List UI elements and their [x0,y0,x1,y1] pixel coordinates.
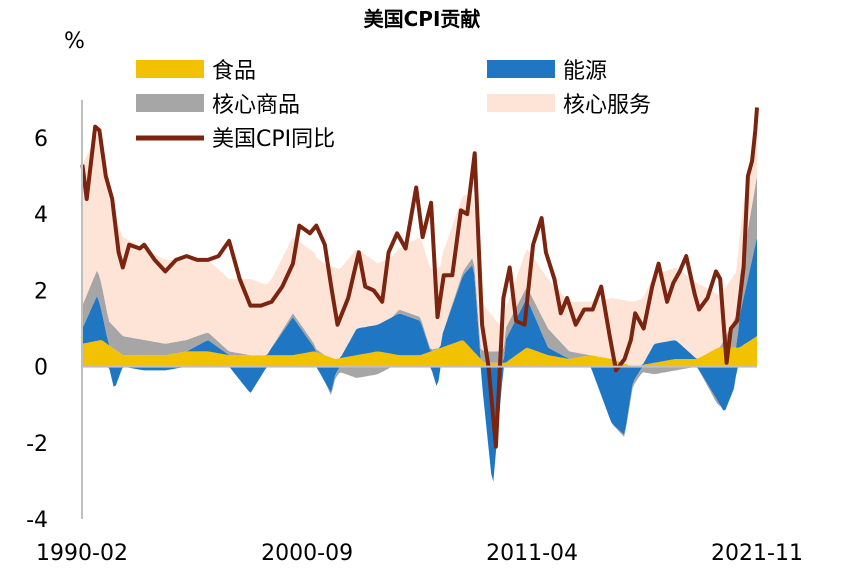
y-tick-label: -4 [26,508,48,533]
legend-label-core-services: 核心服务 [563,93,651,118]
x-tick-label: 2021-11 [711,541,803,566]
area-core_goods-pos [82,176,757,367]
y-tick-label: -2 [26,432,48,457]
x-tick-label: 1990-02 [36,541,128,566]
legend-label-core-goods: 核心商品 [212,93,300,118]
area-energy-neg [82,366,757,482]
y-tick-label: 0 [34,356,48,381]
legend: 食品 能源 核心商品 核心服务 美国CPI同比 [136,59,651,152]
y-tick-label: 2 [34,279,48,304]
legend-swatch-core-services [487,94,555,112]
area-food-pos [82,336,757,367]
x-tick-label: 2011-04 [486,541,578,566]
area-core_services-neg [82,366,757,482]
legend-label-cpi: 美国CPI同比 [212,127,335,152]
area-energy-pos [82,237,757,367]
y-axis-ticks: 6 4 2 0 -2 -4 [26,127,48,533]
y-axis-unit: % [64,29,85,54]
x-tick-label: 2000-09 [261,541,353,566]
y-tick-label: 6 [34,127,48,152]
legend-swatch-core-goods [136,94,204,112]
line-cpi [80,107,759,449]
y-tick-label: 4 [34,203,48,228]
legend-swatch-food [136,60,204,78]
legend-label-energy: 能源 [563,59,607,84]
legend-swatch-energy [487,60,555,78]
legend-label-food: 食品 [212,59,256,84]
plot-area [80,107,759,482]
chart-title: 美国CPI贡献 [364,7,481,31]
area-core_goods-neg [82,366,757,482]
x-axis-ticks: 1990-02 2000-09 2011-04 2021-11 [36,541,803,566]
